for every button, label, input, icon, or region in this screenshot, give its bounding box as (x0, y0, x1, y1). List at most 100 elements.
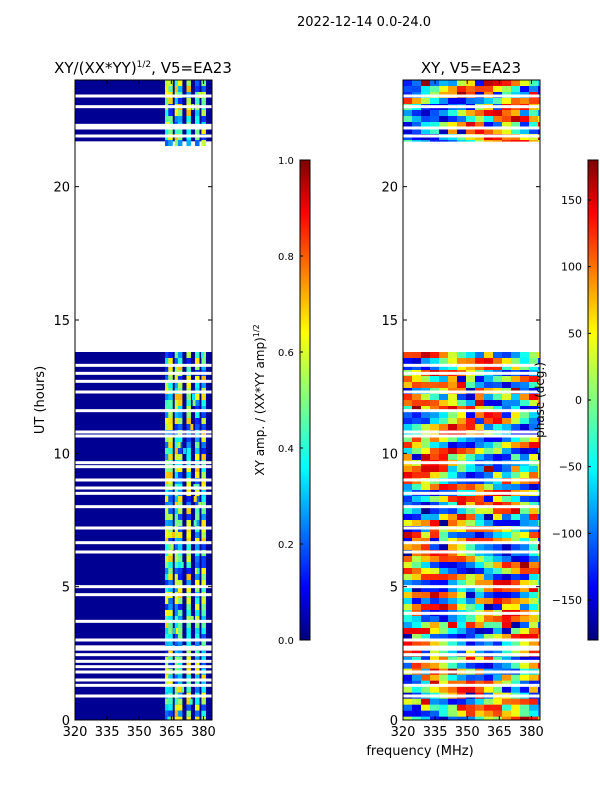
phase-cell (439, 502, 449, 509)
signal-cell (186, 376, 191, 382)
gap-row (403, 478, 540, 482)
phase-cell (439, 698, 449, 705)
phase-cell (484, 562, 494, 569)
phase-cell (466, 400, 476, 407)
signal-cell (177, 674, 183, 681)
phase-cell (439, 604, 449, 611)
signal-cell (186, 110, 191, 116)
signal-cell (177, 412, 183, 418)
gap-row (75, 461, 212, 465)
signal-cell (168, 604, 173, 610)
signal-cell (201, 424, 206, 430)
phase-cell (448, 628, 458, 635)
phase-cell (421, 680, 431, 687)
phase-cell (448, 80, 458, 87)
phase-cell (502, 98, 512, 105)
right-colorbar: 150 100 50 0 −50 −100 −150 phase (deg.) (533, 159, 599, 641)
signal-cell (186, 364, 191, 370)
signal-cell (165, 86, 170, 92)
signal-cell (177, 628, 183, 634)
signal-cell (201, 704, 206, 711)
phase-cell (502, 394, 512, 401)
signal-cell (174, 98, 180, 104)
signal-cell (174, 514, 180, 520)
phase-cell (439, 406, 449, 413)
signal-cell (195, 466, 200, 472)
phase-cell (502, 604, 512, 611)
phase-cell (430, 436, 440, 443)
phase-cell (466, 502, 476, 509)
signal-cell (186, 610, 191, 616)
signal-cell (168, 716, 173, 720)
phase-cell (430, 110, 440, 117)
phase-cell (511, 424, 521, 431)
signal-cell (174, 680, 180, 687)
phase-cell (538, 466, 540, 473)
phase-cell (475, 436, 485, 443)
phase-cell (403, 562, 413, 569)
phase-cell (466, 698, 476, 705)
phase-cell (421, 704, 431, 711)
left-cb-label-main: XY amp. / (XX*YY amp) (253, 337, 267, 475)
phase-cell (511, 680, 521, 687)
signal-cell (193, 496, 197, 502)
signal-cell (165, 412, 170, 418)
signal-cell (177, 604, 183, 610)
signal-cell (195, 640, 200, 646)
phase-cell (511, 442, 521, 449)
phase-cell (484, 574, 494, 581)
phase-cell (529, 110, 539, 117)
colorbar-tick-label: 0.4 (278, 444, 294, 455)
phase-cell (529, 704, 539, 711)
phase-cell (484, 436, 494, 443)
signal-cell (177, 710, 183, 717)
phase-cell (412, 406, 422, 413)
phase-cell (439, 382, 449, 389)
signal-cell (168, 686, 173, 693)
phase-cell (412, 622, 422, 629)
signal-cell (177, 574, 183, 580)
phase-cell (421, 448, 431, 455)
signal-cell (165, 586, 170, 592)
phase-cell (439, 656, 449, 663)
phase-cell (493, 538, 503, 545)
left-panel-title: XY/(XX*YY)1/2, V5=EA23 (54, 59, 232, 77)
phase-cell (511, 466, 521, 473)
phase-cell (529, 412, 539, 419)
signal-cell (201, 364, 206, 370)
phase-cell (457, 140, 467, 142)
phase-cell (502, 502, 512, 509)
signal-cell (201, 98, 206, 104)
signal-cell (186, 86, 191, 92)
signal-cell (195, 376, 200, 382)
phase-cell (493, 406, 503, 413)
phase-cell (502, 568, 512, 575)
phase-cell (430, 680, 440, 687)
phase-cell (502, 86, 512, 93)
phase-cell (520, 400, 530, 407)
phase-cell (538, 716, 540, 720)
signal-cell (177, 400, 183, 406)
phase-cell (412, 586, 422, 593)
phase-cell (439, 556, 449, 563)
phase-cell (403, 412, 413, 419)
signal-cell (177, 520, 183, 526)
phase-cell (538, 598, 540, 605)
phase-cell (439, 574, 449, 581)
phase-cell (439, 628, 449, 635)
signal-cell (186, 98, 191, 104)
phase-cell (493, 622, 503, 629)
phase-cell (475, 698, 485, 705)
signal-cell (177, 358, 183, 364)
phase-cell (520, 496, 530, 503)
phase-cell (529, 640, 539, 646)
phase-cell (475, 394, 485, 401)
gap-row (403, 94, 540, 98)
signal-cell (195, 556, 200, 562)
signal-cell (201, 656, 206, 663)
signal-cell (195, 586, 200, 592)
signal-cell (186, 656, 191, 663)
phase-cell (475, 532, 485, 539)
signal-cell (165, 610, 170, 616)
phase-cell (484, 502, 494, 509)
